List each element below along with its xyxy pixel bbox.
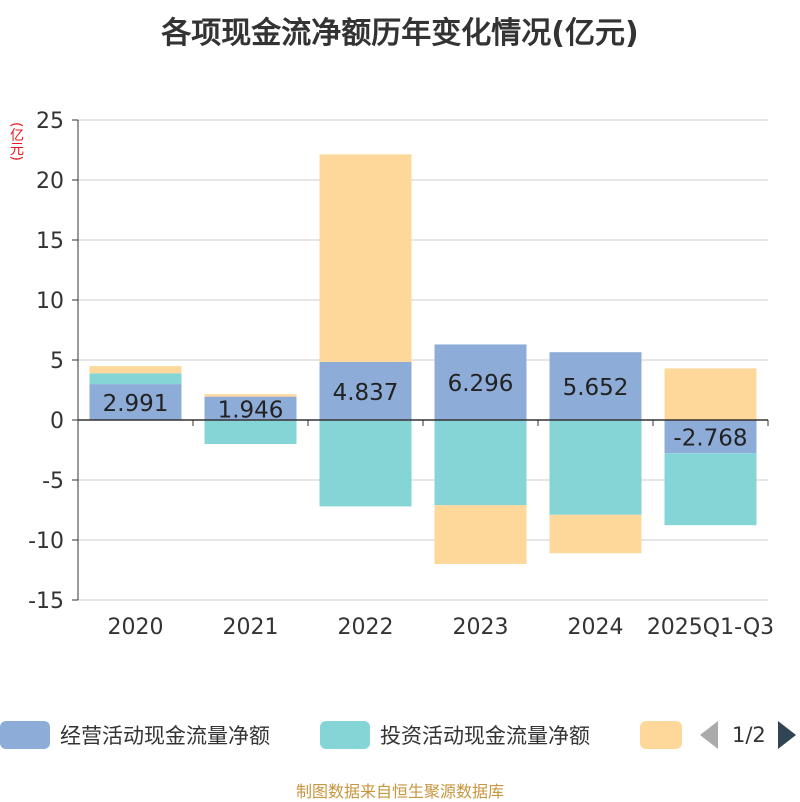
bar-series2-2020[interactable] (89, 373, 182, 385)
bar-series2-2023[interactable] (434, 420, 527, 506)
bar-series2-2021[interactable] (204, 420, 297, 444)
legend: 经营活动现金流量净额 投资活动现金流量净额 1/2 (0, 712, 800, 756)
y-tick-label: -15 (28, 589, 64, 614)
legend-swatch-investing (320, 721, 370, 749)
bar-data-label: -2.768 (673, 426, 747, 452)
legend-page-indicator: 1/2 (732, 723, 766, 747)
legend-pager: 1/2 (700, 720, 796, 750)
x-tick-label: 2021 (223, 615, 279, 640)
bar-series3-2020[interactable] (89, 366, 182, 374)
bar-data-label: 1.946 (218, 397, 284, 423)
bar-data-label: 4.837 (333, 380, 399, 406)
chevron-left-icon[interactable] (700, 721, 718, 749)
legend-item-investing[interactable]: 投资活动现金流量净额 (320, 720, 590, 750)
bars (89, 154, 757, 564)
bar-series2-2025Q1-Q3[interactable] (664, 453, 757, 526)
bar-data-label: 2.991 (103, 391, 169, 417)
bar-series1-2022[interactable] (319, 361, 412, 420)
bar-series1-2021[interactable] (204, 396, 297, 420)
x-tick-label: 2020 (108, 615, 164, 640)
chart-plot: 25 20 15 10 5 0 -5 -10 -15 2020 2021 2022 2023 2024 20… (28, 109, 774, 640)
source-note: 制图数据来自恒生聚源数据库 (295, 782, 504, 801)
bar-data-label: 5.652 (563, 375, 629, 401)
y-axis-unit-label: (亿元) (8, 122, 24, 161)
grid-lines (78, 119, 768, 601)
y-tick-label: 25 (36, 109, 64, 134)
x-tick-label: 2025Q1-Q3 (647, 615, 774, 640)
bar-series3-2022[interactable] (319, 154, 412, 362)
y-tick-label: 0 (50, 409, 64, 434)
bar-series3-2024[interactable] (549, 514, 642, 554)
y-tick-label: 20 (36, 169, 64, 194)
data-labels: 2.991 1.946 4.837 6.296 5.652 -2.768 (103, 371, 748, 451)
x-tick-label: 2023 (453, 615, 509, 640)
bar-series3-2021[interactable] (204, 394, 297, 397)
bar-series1-2025Q1-Q3[interactable] (664, 420, 757, 454)
x-tick-label: 2022 (338, 615, 394, 640)
legend-label-investing: 投资活动现金流量净额 (380, 724, 590, 748)
bar-series1-2023[interactable] (434, 344, 527, 420)
legend-item-operating[interactable]: 经营活动现金流量净额 (0, 720, 270, 750)
y-tick-label: 5 (50, 349, 64, 374)
y-tick-label: 15 (36, 229, 64, 254)
bar-data-label: 6.296 (448, 371, 514, 397)
x-tick-label: 2024 (568, 615, 624, 640)
bar-series3-2025Q1-Q3[interactable] (664, 368, 757, 420)
bar-series2-2024[interactable] (549, 420, 642, 515)
bar-series1-2024[interactable] (549, 352, 642, 420)
axes: 25 20 15 10 5 0 -5 -10 -15 2020 2021 2022 2023 2024 20… (28, 109, 774, 640)
legend-swatch-financing (640, 721, 682, 749)
y-tick-label: 10 (36, 289, 64, 314)
bar-series1-2020[interactable] (89, 384, 182, 420)
legend-label-operating: 经营活动现金流量净额 (60, 724, 270, 748)
y-tick-label: -5 (42, 469, 64, 494)
chevron-right-icon[interactable] (777, 721, 796, 749)
legend-item-financing[interactable] (640, 720, 682, 750)
chart-title: 各项现金流净额历年变化情况(亿元) (161, 16, 639, 51)
bar-series2-2022[interactable] (319, 420, 412, 507)
bar-series3-2023[interactable] (434, 505, 527, 564)
y-tick-label: -10 (28, 529, 64, 554)
legend-swatch-operating (0, 721, 50, 749)
